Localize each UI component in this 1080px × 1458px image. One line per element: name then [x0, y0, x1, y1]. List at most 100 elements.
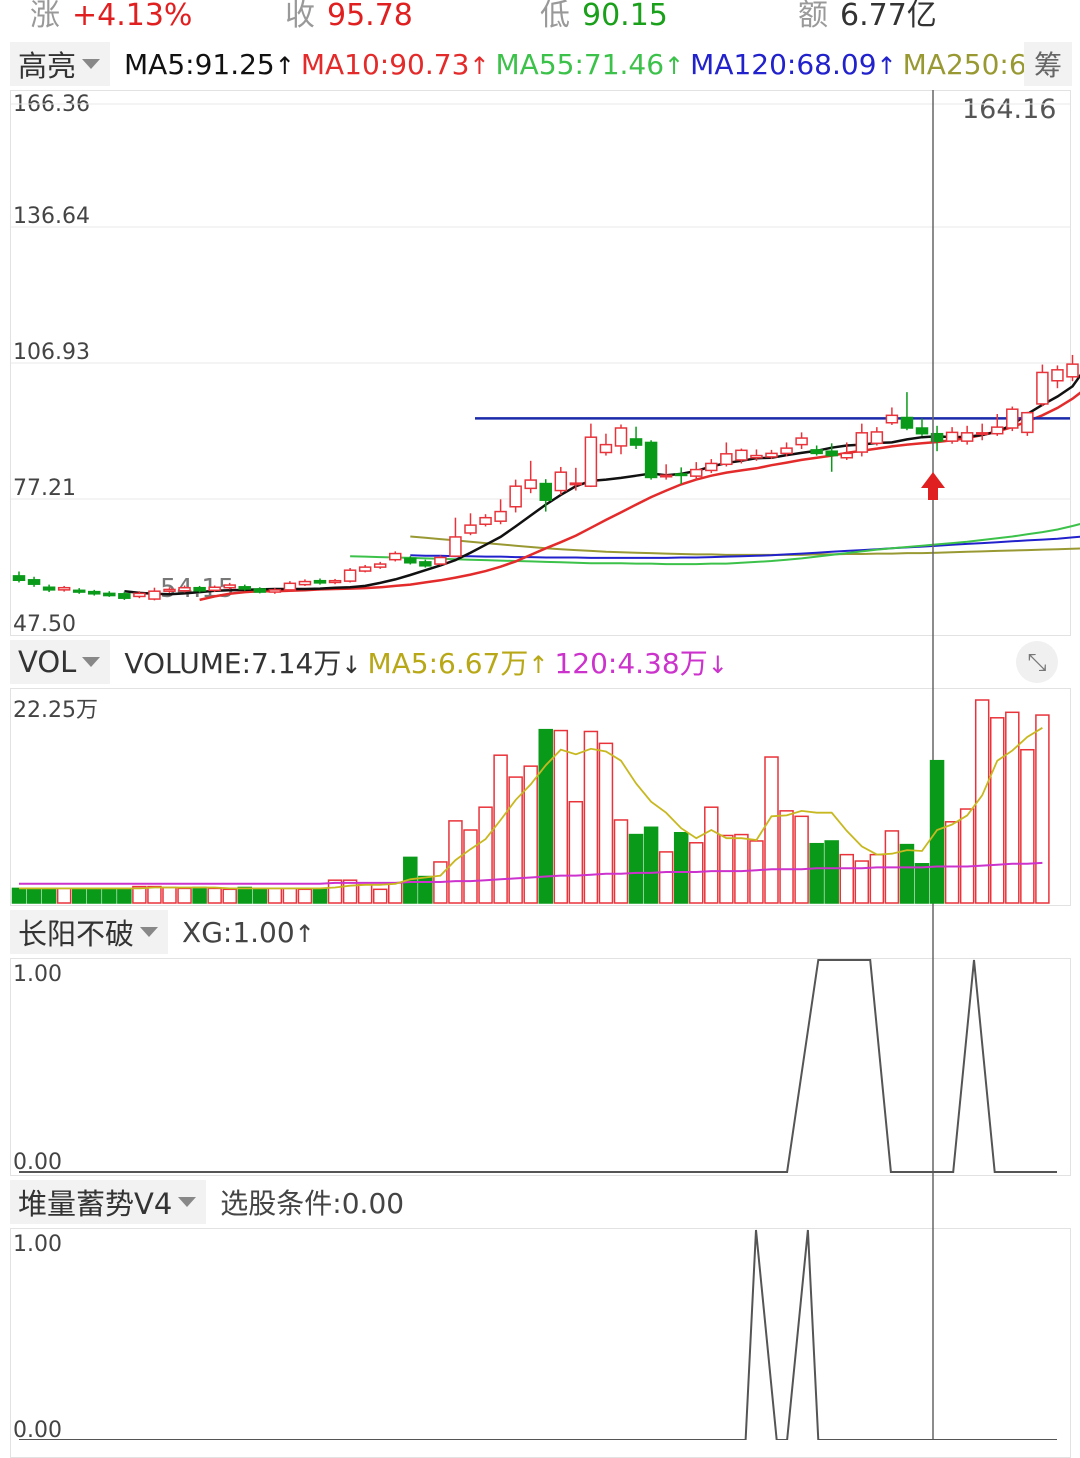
- ma10-value: MA10:90.73: [301, 48, 490, 81]
- expand-icon[interactable]: ⤡: [1016, 641, 1058, 683]
- candle-body: [494, 510, 507, 522]
- volume-value: VOLUME:7.14万: [124, 642, 361, 682]
- candle-body: [133, 592, 146, 598]
- xg-indicator-dropdown[interactable]: 长阳不破: [10, 910, 169, 954]
- candle-body: [373, 563, 387, 568]
- chevron-down-icon: [82, 59, 101, 69]
- dl-value: 选股条件:0.00: [220, 1187, 405, 1220]
- candle-body: [208, 586, 221, 592]
- candle-body: [945, 431, 959, 442]
- volume-bar: [658, 851, 674, 904]
- candle-body: [72, 589, 86, 593]
- candle-body: [88, 590, 101, 595]
- kline-indicator-dropdown[interactable]: 高亮: [10, 42, 111, 86]
- kline-ma5-line: [124, 373, 1080, 596]
- stat-change: 涨 +4.13%: [30, 0, 193, 33]
- volume-bar: [869, 853, 885, 904]
- volume-bar: [237, 886, 252, 904]
- candle-body: [1021, 411, 1034, 434]
- candle-body: [27, 579, 41, 585]
- candle-body: [960, 432, 974, 442]
- volume-bar: [990, 717, 1005, 904]
- chip-distribution-button[interactable]: 筹: [1024, 42, 1072, 86]
- volume-bar: [11, 887, 27, 904]
- candle-body: [268, 589, 282, 593]
- candle-body: [12, 575, 26, 582]
- stat-amount: 额 6.77亿: [798, 0, 937, 33]
- candle-body: [223, 584, 236, 589]
- kline-ma55-line: [350, 523, 1080, 566]
- vol-ma120-line: [19, 861, 1043, 885]
- volume-bar: [553, 729, 569, 904]
- candle-body: [1036, 371, 1049, 405]
- candle-body: [795, 437, 808, 446]
- volume-bar: [252, 887, 268, 904]
- volume-bar: [914, 863, 930, 904]
- candle-body: [1006, 408, 1019, 429]
- candle-body: [178, 586, 191, 592]
- candle-body: [720, 453, 733, 466]
- candle-body: [118, 593, 131, 599]
- candle-body: [253, 588, 267, 593]
- volume-bar: [102, 887, 117, 904]
- candle-body: [690, 468, 703, 477]
- candle-body: [991, 426, 1004, 435]
- volume-bar: [613, 819, 629, 904]
- vol-header: VOL VOLUME:7.14万 MA5:6.67万 120:4.38万 ⤡: [0, 636, 1080, 688]
- candle-body: [434, 556, 447, 565]
- candle-body: [644, 441, 658, 479]
- volume-bar: [764, 756, 779, 904]
- kline-header: 高亮 MA5:91.25 MA10:90.73 MA55:71.46 MA120…: [0, 38, 1080, 90]
- candle-body: [885, 414, 899, 424]
- volume-bar: [974, 699, 990, 904]
- candle-body: [780, 447, 793, 455]
- candle-body: [705, 462, 718, 472]
- candle-body: [1051, 369, 1064, 382]
- volume-bar: [267, 887, 283, 904]
- volume-bar: [147, 885, 162, 904]
- kline-panel[interactable]: [10, 90, 1071, 636]
- volume-bar: [297, 888, 313, 904]
- buy-signal-arrow-icon: [921, 472, 945, 500]
- candle-body: [810, 449, 823, 455]
- candle-body: [42, 586, 56, 591]
- volume-bar: [598, 742, 614, 904]
- candle-body: [148, 590, 161, 600]
- candle-body: [283, 582, 297, 591]
- vol-indicator-dropdown[interactable]: VOL: [10, 640, 111, 684]
- candle-body: [524, 479, 537, 490]
- volume-bar: [56, 887, 72, 904]
- candle-body: [975, 432, 989, 436]
- candle-body: [900, 416, 914, 429]
- xg-tick-bottom: 0.00: [13, 1150, 62, 1175]
- kline-tick-4: 47.50: [13, 612, 76, 637]
- volume-bar: [508, 776, 523, 904]
- stat-low: 低 90.15: [540, 0, 668, 33]
- dl-tick-bottom: 0.00: [13, 1418, 62, 1443]
- volume-bar: [1005, 711, 1020, 904]
- candle-body: [554, 471, 568, 492]
- volume-bar: [749, 840, 764, 904]
- vol-ma5-value: MA5:6.67万: [367, 642, 548, 682]
- stat-close: 收 95.78: [285, 0, 413, 33]
- volume-bar: [959, 808, 975, 904]
- volume-bar: [372, 888, 388, 904]
- volume-bar: [388, 882, 403, 904]
- volume-panel[interactable]: [10, 688, 1071, 906]
- volume-bar: [192, 886, 207, 904]
- candle-body: [915, 427, 929, 435]
- ma5-value: MA5:91.25: [124, 48, 295, 81]
- top-stats-bar: 涨 +4.13% 收 95.78 低 90.15 额 6.77亿: [0, 0, 1080, 34]
- kline-ma10-line: [199, 391, 1080, 602]
- candle-body: [825, 450, 838, 457]
- candle-body: [238, 586, 251, 590]
- xg-panel[interactable]: [10, 958, 1071, 1176]
- xg-tick-top: 1.00: [13, 962, 62, 987]
- dl-indicator-dropdown[interactable]: 堆量蓄势V4: [10, 1180, 207, 1224]
- candle-body: [1066, 363, 1079, 378]
- kline-tick-3: 77.21: [13, 476, 76, 501]
- volume-bar: [628, 833, 644, 904]
- volume-bar: [824, 840, 839, 904]
- candle-body: [509, 485, 522, 508]
